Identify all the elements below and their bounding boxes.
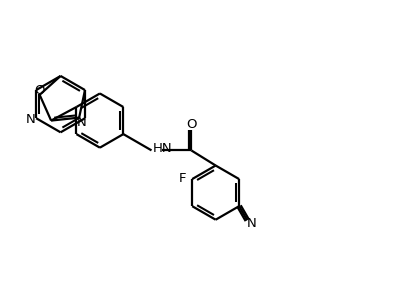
Text: O: O	[186, 118, 197, 131]
Text: HN: HN	[153, 142, 172, 155]
Text: N: N	[247, 217, 257, 230]
Text: F: F	[178, 172, 186, 185]
Text: N: N	[77, 116, 87, 129]
Text: N: N	[26, 113, 35, 126]
Text: O: O	[34, 83, 45, 97]
